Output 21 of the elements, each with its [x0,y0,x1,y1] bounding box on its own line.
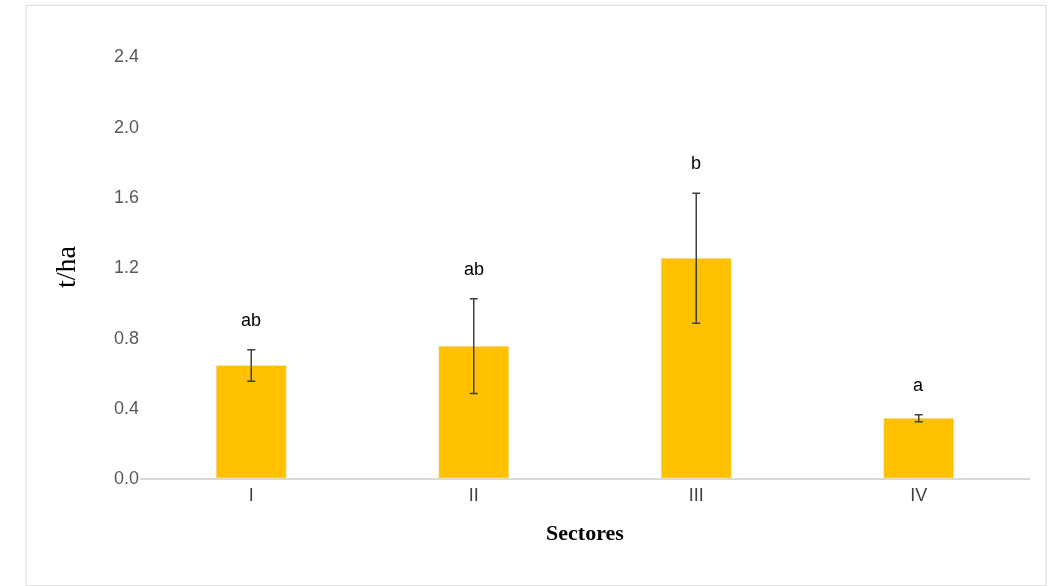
y-tick-label: 1.2 [113,257,139,278]
y-tick-label: 2.4 [113,46,139,67]
x-tick-label: III [688,485,704,506]
x-tick-label: II [468,485,479,506]
x-tick-label: I [248,485,254,506]
annotation: ab [464,259,485,279]
y-tick-label: 0.0 [113,468,139,489]
y-tick-label: 2.0 [113,116,139,137]
y-tick-label: 1.6 [113,186,139,207]
annotation: b [691,153,702,173]
bar [438,345,510,478]
annotation: a [913,375,924,395]
annotation: ab [241,310,262,330]
bar [660,257,732,478]
y-tick-label: 0.8 [113,327,139,348]
x-axis-title: Sectores [546,519,625,545]
y-tick-label: 0.4 [113,397,139,418]
y-axis-title: t/ha [49,245,81,288]
bar [883,417,955,478]
bar [215,365,287,478]
x-tick-label: IV [910,485,928,506]
